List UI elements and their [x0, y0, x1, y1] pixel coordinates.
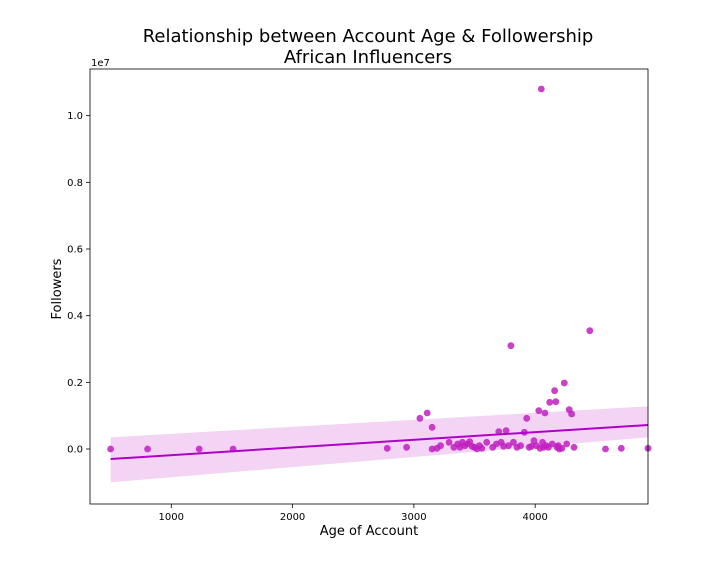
x-axis-ticks: 1000 2000 3000 4000	[159, 504, 548, 523]
chart-title-line-2: African Influencers	[284, 47, 452, 68]
regression-line	[110, 424, 649, 460]
data-point	[570, 443, 578, 451]
data-point	[483, 438, 491, 446]
data-point	[552, 398, 560, 406]
data-point	[445, 438, 453, 446]
data-point	[586, 327, 594, 335]
plot-area	[107, 85, 652, 483]
data-point	[558, 444, 566, 452]
x-axis-label: Age of Account	[320, 524, 418, 539]
data-point	[478, 444, 486, 452]
data-point	[502, 427, 510, 435]
data-point	[437, 442, 444, 450]
y-tick-label: 0.0	[67, 445, 83, 456]
y-tick-label: 0.6	[67, 245, 83, 256]
data-point	[568, 410, 575, 418]
y-tick-label: 0.8	[67, 178, 83, 189]
x-tick-label: 1000	[159, 512, 184, 523]
chart-title-line-1: Relationship between Account Age & Follo…	[143, 26, 594, 47]
data-point	[107, 445, 114, 453]
data-point	[510, 438, 517, 446]
y-axis-label: Followers	[50, 258, 65, 319]
data-point	[546, 398, 554, 406]
x-tick-label: 3000	[401, 512, 426, 523]
data-point	[560, 379, 568, 387]
data-point	[423, 409, 431, 417]
data-point	[541, 409, 549, 417]
data-point	[507, 342, 515, 350]
y-tick-label: 0.2	[67, 378, 83, 389]
data-point	[505, 442, 512, 450]
data-point	[548, 440, 556, 448]
x-tick-label: 2000	[280, 512, 305, 523]
data-point	[523, 414, 531, 422]
data-point	[617, 444, 625, 452]
axes-frame	[89, 68, 649, 505]
confidence-band	[110, 406, 648, 483]
y-axis-ticks: 0.0 0.2 0.4 0.6 0.8 1.0	[67, 111, 90, 456]
y-tick-label: 0.4	[67, 311, 83, 322]
data-point	[428, 423, 436, 431]
data-point	[383, 444, 391, 452]
data-point	[563, 440, 571, 448]
y-axis-offset-label: 1e7	[91, 58, 110, 69]
data-point	[537, 85, 545, 93]
data-point	[195, 445, 203, 453]
data-point	[517, 442, 524, 450]
data-point	[551, 387, 558, 395]
x-tick-label: 4000	[522, 512, 547, 523]
data-point	[416, 414, 424, 422]
data-point	[144, 445, 152, 453]
data-point	[535, 407, 543, 415]
data-point	[403, 443, 410, 451]
y-tick-label: 1.0	[67, 111, 83, 122]
data-point	[602, 445, 609, 453]
